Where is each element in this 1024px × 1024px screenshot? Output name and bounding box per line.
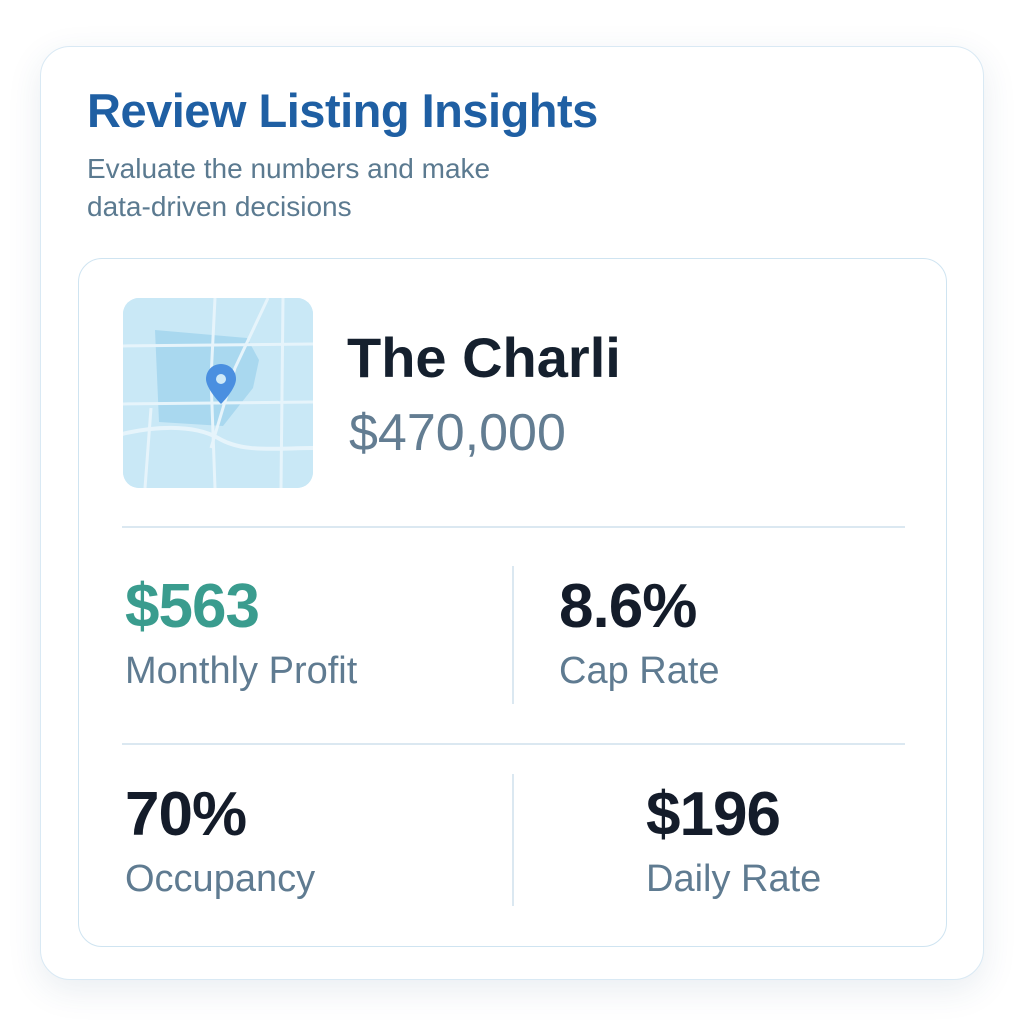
daily-rate-label: Daily Rate: [646, 858, 822, 900]
divider-vertical-bottom: [512, 774, 514, 906]
divider-vertical-top: [512, 566, 514, 704]
listing-price: $470,000: [349, 404, 566, 462]
listing-name: The Charli: [347, 326, 621, 389]
occupancy-value: 70%: [125, 780, 247, 849]
daily-rate-value: $196: [646, 780, 781, 849]
stat-monthly-profit: $563 Monthly Profit: [125, 571, 357, 693]
page-title: Review Listing Insights: [87, 84, 598, 137]
monthly-profit-value: $563: [125, 572, 260, 641]
divider-top: [122, 526, 905, 528]
divider-middle: [122, 743, 905, 745]
location-pin-icon: [206, 364, 236, 404]
listing-card[interactable]: The Charli $470,000 $563 Monthly Profit …: [78, 258, 947, 947]
page-subtitle: Evaluate the numbers and make data-drive…: [87, 153, 491, 222]
cap-rate-label: Cap Rate: [559, 650, 720, 692]
stat-cap-rate: 8.6% Cap Rate: [559, 571, 720, 693]
map-icon: [123, 298, 313, 488]
map-thumbnail[interactable]: [123, 298, 313, 488]
stat-occupancy: 70% Occupancy: [125, 779, 315, 901]
stat-daily-rate: $196 Daily Rate: [646, 779, 821, 901]
listing-insights-card: Review Listing Insights Evaluate the num…: [40, 46, 984, 980]
occupancy-label: Occupancy: [125, 858, 316, 900]
cap-rate-value: 8.6%: [559, 572, 697, 641]
monthly-profit-label: Monthly Profit: [125, 650, 358, 692]
